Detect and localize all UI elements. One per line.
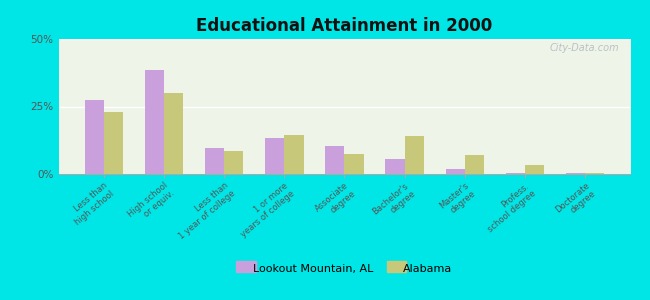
Bar [344, 154, 364, 174]
Bar [405, 136, 424, 174]
Bar [385, 159, 405, 174]
Title: Educational Attainment in 2000: Educational Attainment in 2000 [196, 17, 493, 35]
Bar [446, 169, 465, 174]
Bar [145, 70, 164, 174]
Bar [525, 164, 544, 174]
Bar [465, 155, 484, 174]
Bar [506, 173, 525, 174]
Bar [164, 93, 183, 174]
Bar [104, 112, 123, 174]
Bar [566, 173, 585, 174]
Bar [205, 148, 224, 174]
Bar [585, 173, 604, 174]
Bar [325, 146, 344, 174]
Legend: Lookout Mountain, AL, Alabama: Lookout Mountain, AL, Alabama [237, 263, 452, 274]
Bar [284, 135, 304, 174]
Text: City-Data.com: City-Data.com [549, 43, 619, 53]
Bar [84, 100, 104, 174]
Bar [265, 137, 284, 174]
Bar [224, 151, 243, 174]
